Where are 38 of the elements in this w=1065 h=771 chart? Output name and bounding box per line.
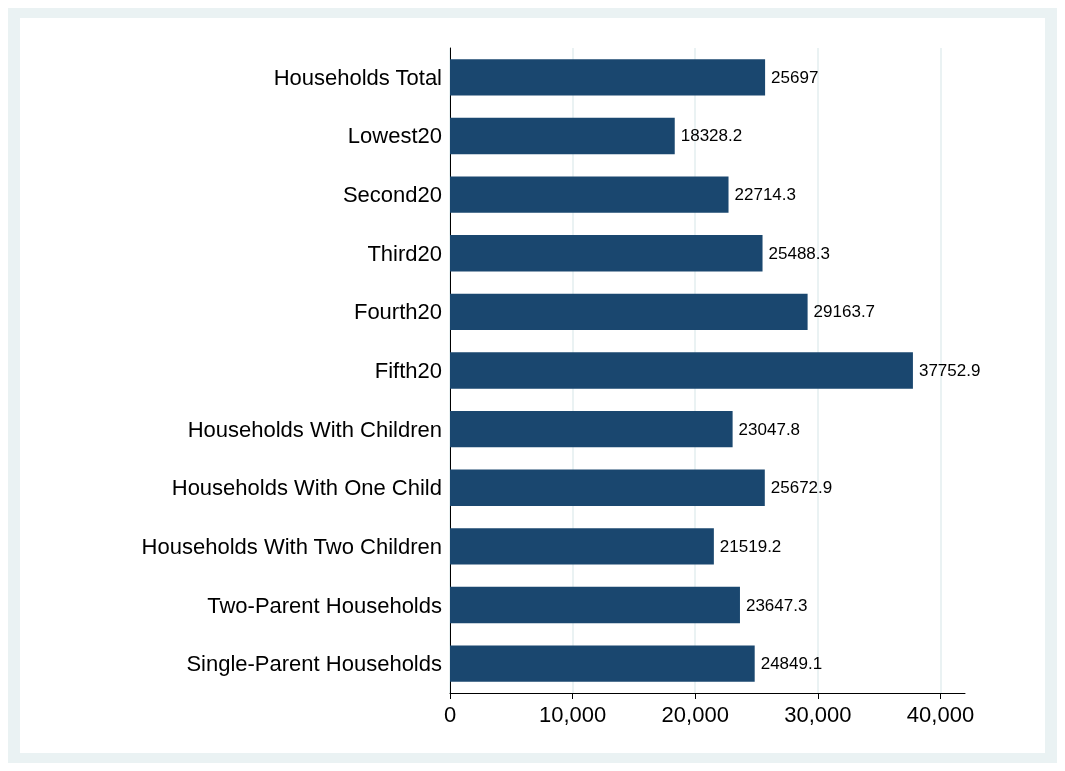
bar — [450, 352, 913, 389]
bar — [450, 645, 755, 682]
data-label: 23047.8 — [738, 419, 801, 439]
bar — [450, 586, 740, 624]
data-label: 24849.1 — [760, 654, 823, 674]
bar — [450, 117, 675, 155]
data-label: 29163.7 — [813, 302, 876, 322]
data-label: 25488.3 — [768, 243, 830, 263]
data-label: 25672.9 — [770, 478, 833, 498]
y-tick-label: Fifth20 — [374, 358, 442, 383]
y-tick-label: Second20 — [342, 182, 442, 208]
bar — [450, 410, 733, 448]
x-tick-label: 10,000 — [538, 701, 607, 727]
y-tick-label: Fourth20 — [353, 299, 442, 325]
y-tick-label: Single-Parent Households — [186, 651, 442, 677]
y-tick-label: Two-Parent Households — [207, 592, 442, 618]
y-tick-label: Households With Two Children — [141, 533, 442, 559]
x-tick-label: 0 — [443, 701, 457, 727]
y-tick-label: Lowest20 — [347, 123, 442, 149]
x-tick-label: 30,000 — [784, 701, 852, 727]
x-tick-label: 40,000 — [906, 701, 975, 727]
bar — [450, 176, 729, 213]
data-label: 25697 — [771, 67, 819, 87]
y-tick-label: Households Total — [273, 64, 442, 90]
y-tick-label: Households With One Child — [171, 475, 442, 501]
y-tick-label: Third20 — [367, 240, 442, 266]
data-label: 21519.2 — [719, 536, 782, 556]
bar — [450, 528, 714, 565]
data-label: 22714.3 — [734, 185, 796, 205]
bar — [450, 59, 766, 96]
data-label: 18328.2 — [680, 126, 743, 146]
bar — [450, 469, 765, 506]
data-label: 37752.9 — [918, 361, 981, 380]
bar — [450, 235, 763, 272]
x-tick-label: 20,000 — [661, 701, 729, 727]
bar — [450, 293, 808, 331]
y-tick-label: Households With Children — [187, 416, 442, 442]
data-label: 23647.3 — [745, 595, 808, 615]
